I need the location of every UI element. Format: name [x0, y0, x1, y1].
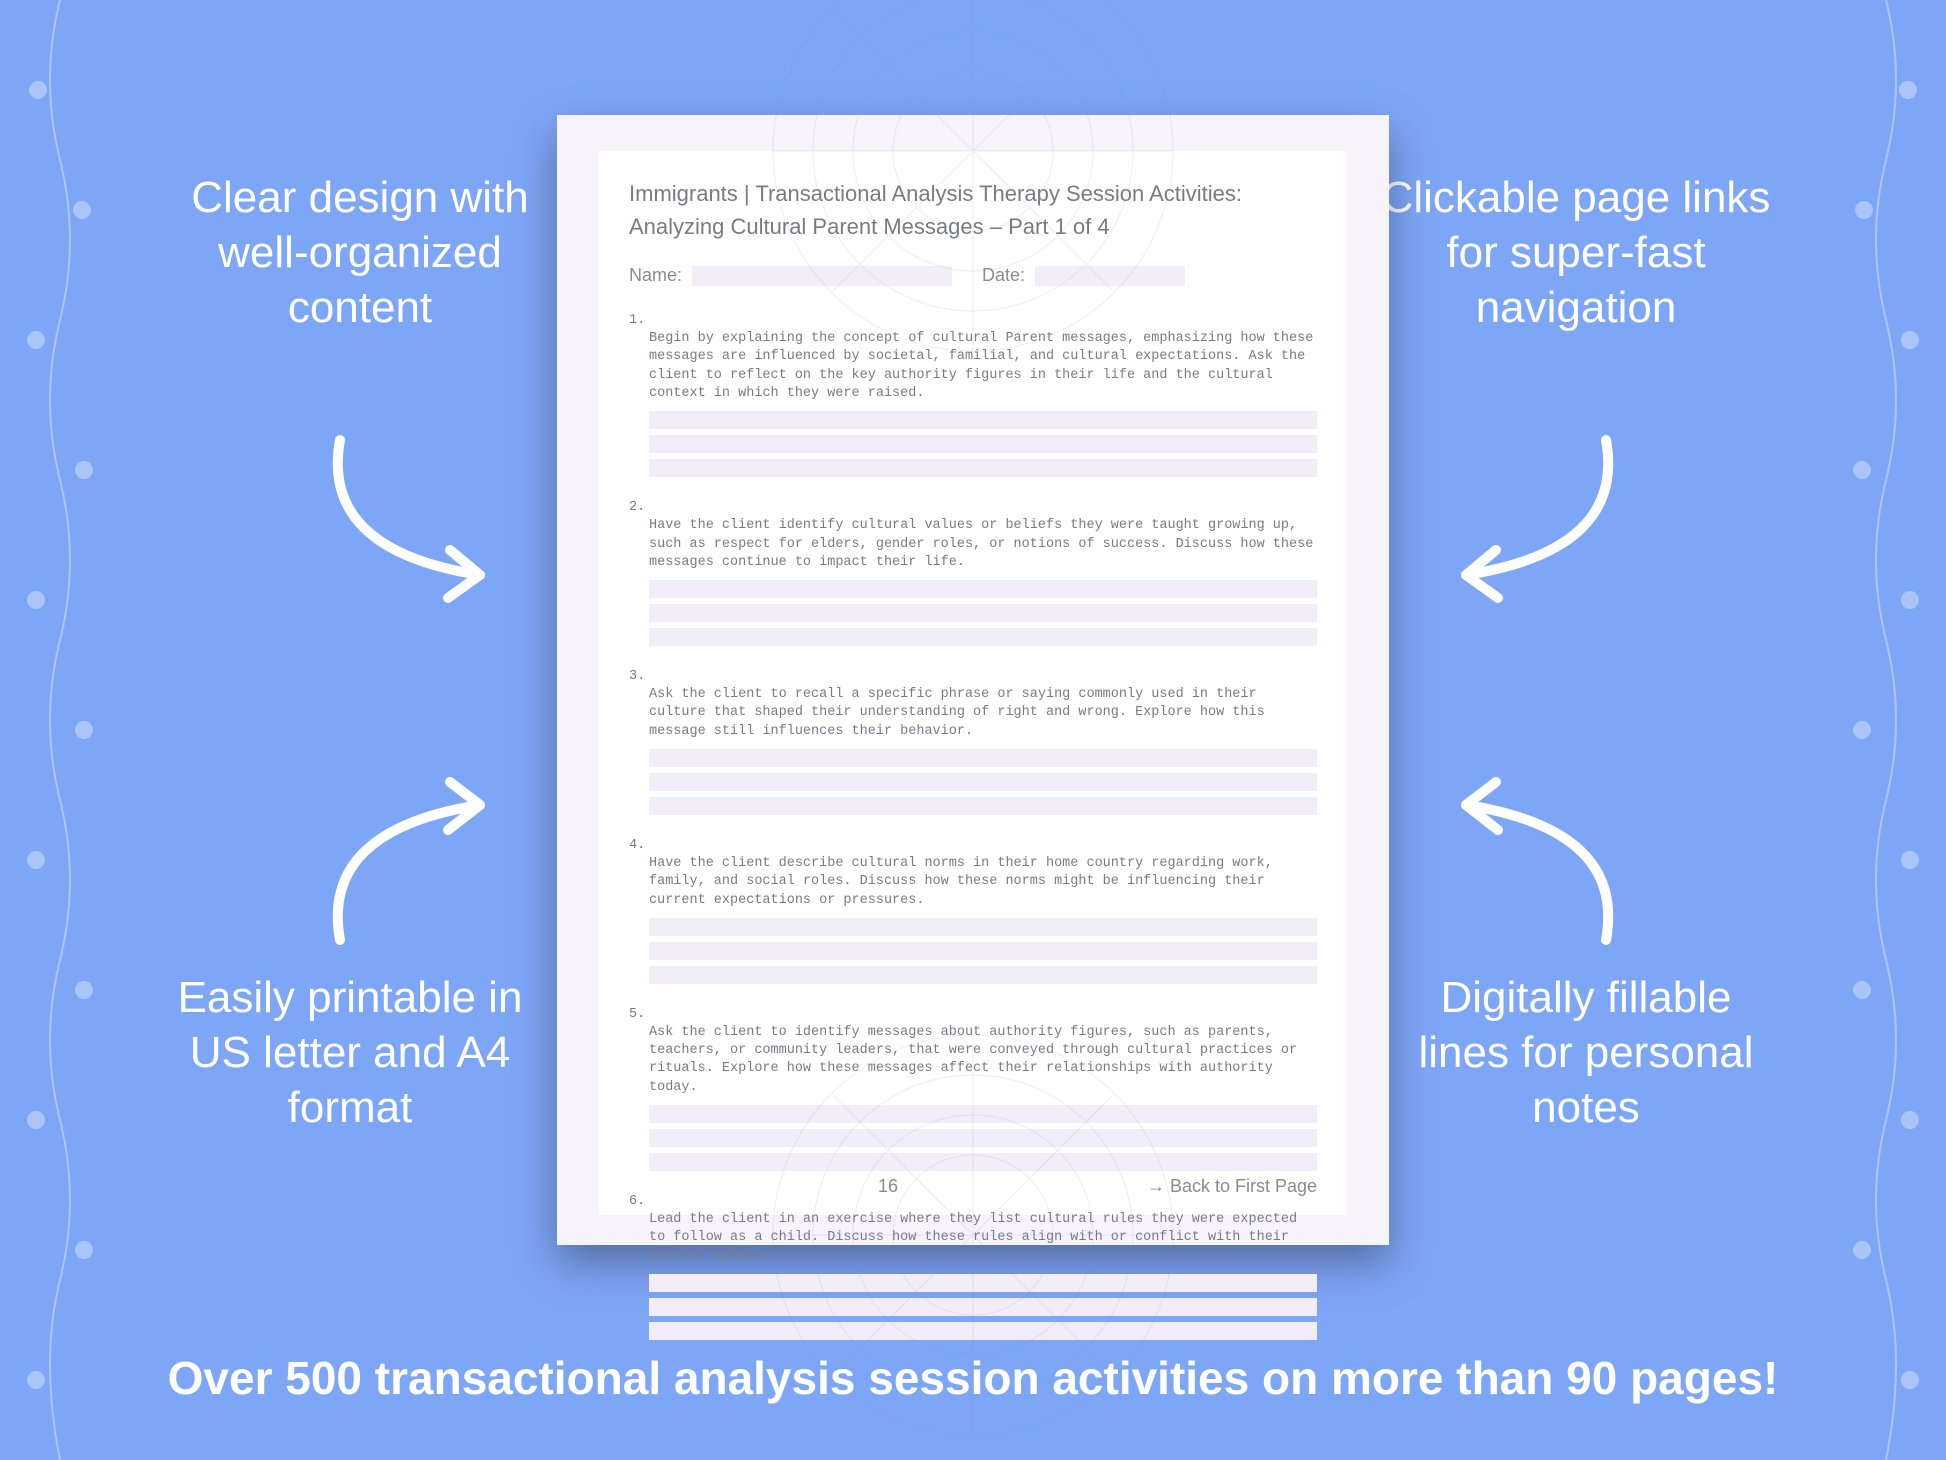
fill-line[interactable] [649, 749, 1317, 767]
item-number: 1. [629, 312, 649, 330]
worksheet-inner: Immigrants | Transactional Analysis Ther… [599, 151, 1347, 1215]
worksheet-page: Immigrants | Transactional Analysis Ther… [557, 115, 1389, 1245]
arrow-tr-icon [1416, 420, 1636, 620]
fill-line[interactable] [649, 1153, 1317, 1171]
callout-bottom-left: Easily printable in US letter and A4 for… [150, 970, 550, 1135]
page-number: 16 [878, 1176, 898, 1197]
item-prompt: Have the client describe cultural norms … [649, 855, 1317, 910]
item-number: 2. [629, 499, 649, 517]
page-footer: 16 → Back to First Page [629, 1176, 1317, 1197]
item-prompt: Begin by explaining the concept of cultu… [649, 330, 1317, 403]
callout-top-right: Clickable page links for super-fast navi… [1376, 170, 1776, 335]
arrow-tl-icon [310, 420, 530, 620]
doc-title-line1: Immigrants | Transactional Analysis Ther… [629, 177, 1317, 210]
name-field: Name: [629, 265, 952, 286]
fill-line[interactable] [649, 942, 1317, 960]
fill-line[interactable] [649, 797, 1317, 815]
item-prompt: Ask the client to recall a specific phra… [649, 686, 1317, 741]
date-label: Date: [982, 265, 1025, 286]
item-number: 5. [629, 1006, 649, 1024]
list-item: 1.Begin by explaining the concept of cul… [629, 312, 1317, 477]
fill-line[interactable] [649, 580, 1317, 598]
list-item: 4.Have the client describe cultural norm… [629, 837, 1317, 984]
fill-lines[interactable] [649, 749, 1317, 815]
list-item: 6.Lead the client in an exercise where t… [629, 1193, 1317, 1340]
fill-line[interactable] [649, 918, 1317, 936]
item-prompt: Lead the client in an exercise where the… [649, 1211, 1317, 1266]
fill-lines[interactable] [649, 918, 1317, 984]
back-to-first-link[interactable]: → Back to First Page [1147, 1176, 1317, 1197]
callout-top-left: Clear design with well-organized content [170, 170, 550, 335]
list-item: 5.Ask the client to identify messages ab… [629, 1006, 1317, 1171]
fill-line[interactable] [649, 411, 1317, 429]
floral-right-deco [1826, 0, 1946, 1460]
fill-line[interactable] [649, 1298, 1317, 1316]
item-prompt: Ask the client to identify messages abou… [649, 1024, 1317, 1097]
fill-lines[interactable] [649, 580, 1317, 646]
arrow-bl-icon [310, 760, 530, 960]
fill-line[interactable] [649, 1129, 1317, 1147]
doc-title: Immigrants | Transactional Analysis Ther… [629, 177, 1317, 243]
fill-line[interactable] [649, 604, 1317, 622]
item-number: 4. [629, 837, 649, 855]
fill-line[interactable] [649, 628, 1317, 646]
name-label: Name: [629, 265, 682, 286]
doc-title-line2: Analyzing Cultural Parent Messages – Par… [629, 210, 1317, 243]
fill-lines[interactable] [649, 1274, 1317, 1340]
fill-line[interactable] [649, 1322, 1317, 1340]
fill-lines[interactable] [649, 1105, 1317, 1171]
fill-line[interactable] [649, 459, 1317, 477]
item-prompt: Have the client identify cultural values… [649, 517, 1317, 572]
fill-line[interactable] [649, 773, 1317, 791]
arrow-br-icon [1416, 760, 1636, 960]
fill-line[interactable] [649, 1105, 1317, 1123]
fill-lines[interactable] [649, 411, 1317, 477]
floral-left-deco [0, 0, 120, 1460]
list-item: 3.Ask the client to recall a specific ph… [629, 668, 1317, 815]
name-input[interactable] [692, 266, 952, 286]
fill-line[interactable] [649, 435, 1317, 453]
date-field: Date: [982, 265, 1185, 286]
list-item: 2.Have the client identify cultural valu… [629, 499, 1317, 646]
date-input[interactable] [1035, 266, 1185, 286]
item-number: 3. [629, 668, 649, 686]
callout-bottom-right: Digitally fillable lines for personal no… [1396, 970, 1776, 1135]
bottom-banner: Over 500 transactional analysis session … [0, 1351, 1946, 1405]
meta-row: Name: Date: [629, 265, 1317, 286]
fill-line[interactable] [649, 966, 1317, 984]
fill-line[interactable] [649, 1274, 1317, 1292]
